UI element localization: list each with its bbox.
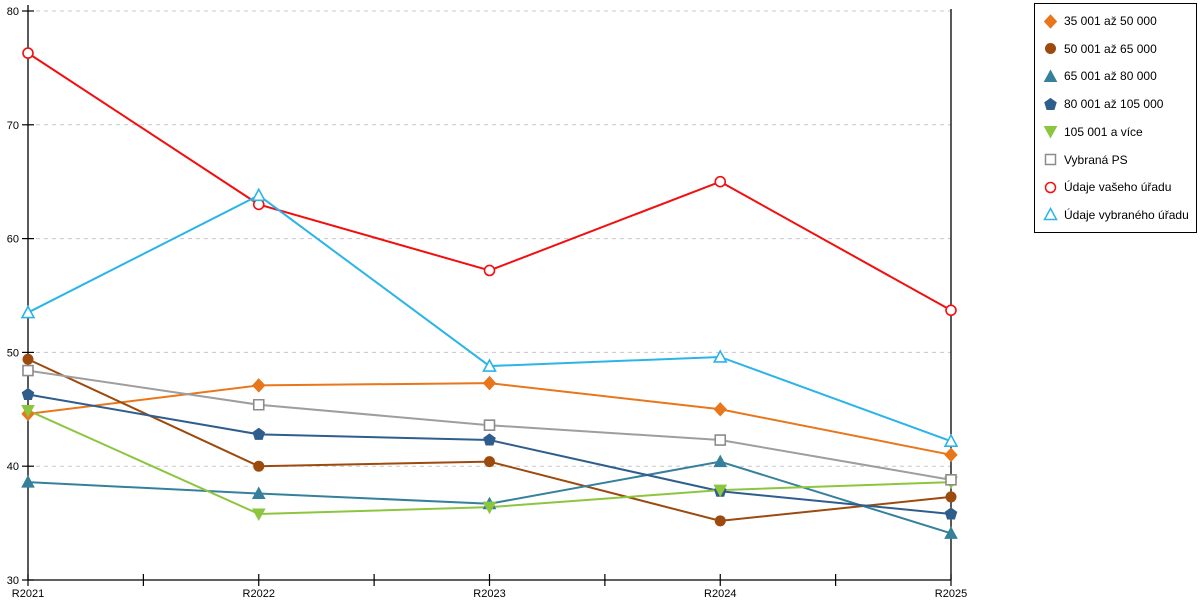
legend-label: 65 001 až 80 000 (1064, 69, 1157, 84)
legend-item-0[interactable]: 35 001 až 50 000 (1043, 13, 1188, 29)
data-point-marker-triangle-up[interactable] (251, 187, 267, 202)
series-line-3 (27, 393, 952, 515)
data-point-marker-diamond[interactable] (482, 375, 497, 391)
legend-label: 50 001 až 65 000 (1064, 41, 1157, 56)
legend-label: Údaje vybraného úřadu (1064, 207, 1189, 222)
data-point-marker-diamond[interactable] (713, 402, 727, 417)
data-point-marker-circle[interactable] (945, 491, 957, 503)
data-point-marker-pentagon[interactable] (1044, 97, 1057, 110)
data-point-marker-circle[interactable] (253, 460, 265, 472)
y-axis-tick-label: 70 (7, 120, 19, 132)
legend-label: 105 001 a více (1064, 124, 1143, 139)
data-point-marker-circle[interactable] (1045, 43, 1056, 55)
data-point-marker-square[interactable] (22, 364, 34, 377)
data-point-marker-pentagon[interactable] (252, 427, 266, 440)
data-point-marker-triangle-up[interactable] (1043, 69, 1058, 82)
legend-marker-circle-icon (1044, 181, 1057, 193)
data-point-marker-pentagon[interactable] (483, 433, 496, 446)
data-point-marker-pentagon[interactable] (21, 387, 35, 401)
data-points (20, 47, 959, 539)
data-point-marker-pentagon[interactable] (944, 507, 958, 520)
y-axis-tick-label: 50 (7, 347, 19, 359)
legend-label: Údaje vašeho úřadu (1064, 180, 1172, 195)
data-point-marker-triangle-down[interactable] (713, 484, 728, 498)
data-point-marker-circle[interactable] (714, 175, 727, 188)
data-point-marker-circle[interactable] (22, 47, 34, 59)
data-point-marker-triangle-down[interactable] (21, 404, 35, 418)
legend-item-2[interactable]: 65 001 až 80 000 (1043, 68, 1188, 84)
data-point-marker-circle[interactable] (714, 515, 726, 527)
y-axis-tick-label: 80 (7, 6, 19, 18)
data-point-marker-diamond[interactable] (252, 378, 266, 393)
x-axis-tick-label: R2023 (473, 588, 505, 600)
data-point-marker-square[interactable] (252, 398, 265, 411)
y-axis-tick-label: 30 (7, 575, 19, 587)
data-point-marker-square[interactable] (714, 434, 727, 446)
legend-marker-pentagon-icon (1044, 97, 1057, 110)
legend-label: Vybraná PS (1064, 152, 1128, 167)
legend-item-6[interactable]: Údaje vašeho úřadu (1043, 179, 1188, 195)
legend-item-1[interactable]: 50 001 až 65 000 (1043, 41, 1188, 57)
legend-marker-triangle-down-icon (1043, 126, 1058, 139)
data-point-marker-triangle-up[interactable] (21, 475, 35, 488)
data-point-marker-circle[interactable] (484, 456, 495, 468)
legend-marker-triangle-up-icon (1043, 207, 1058, 221)
data-point-marker-square[interactable] (1044, 153, 1057, 166)
y-axis-tick-label: 60 (7, 234, 19, 246)
data-point-marker-triangle-up[interactable] (943, 433, 959, 447)
legend-marker-circle-icon (1045, 43, 1056, 55)
data-point-marker-triangle-down[interactable] (251, 508, 266, 522)
data-point-marker-triangle-up[interactable] (20, 304, 36, 319)
data-point-marker-diamond[interactable] (944, 447, 958, 463)
data-point-marker-diamond[interactable] (1043, 13, 1058, 29)
chart-canvas: 30 40 50 60 70 80 R2021 R2022 R2023 R2024 R2025 (7, 5, 967, 600)
legend-label: 35 001 až 50 000 (1064, 14, 1157, 28)
y-axis-tick-label: 40 (7, 461, 19, 473)
legend-item-4[interactable]: 105 001 a více (1043, 124, 1188, 140)
legend-item-7[interactable]: Údaje vybraného úřadu (1043, 207, 1189, 223)
data-point-marker-triangle-up[interactable] (251, 486, 266, 500)
data-point-marker-triangle-up[interactable] (944, 526, 958, 539)
legend-marker-triangle-up-icon (1043, 69, 1058, 82)
gridlines (28, 10, 951, 467)
data-point-marker-triangle-up[interactable] (482, 358, 497, 372)
axis-labels: 30 40 50 60 70 80 R2021 R2022 R2023 R2024 R2025 (7, 6, 967, 600)
axes (22, 5, 952, 586)
x-axis-tick-label: R2024 (704, 588, 736, 600)
data-point-marker-circle[interactable] (22, 353, 34, 365)
data-point-marker-circle[interactable] (945, 304, 957, 317)
legend-label: 80 001 až 105 000 (1064, 97, 1164, 112)
data-point-marker-triangle-up[interactable] (1043, 207, 1058, 221)
data-point-marker-triangle-down[interactable] (482, 501, 497, 515)
data-point-marker-circle[interactable] (483, 264, 496, 277)
legend-item-3[interactable]: 80 001 až 105 000 (1043, 96, 1188, 112)
legend-item-5[interactable]: Vybraná PS (1043, 152, 1188, 168)
data-point-marker-square[interactable] (483, 419, 496, 432)
legend-box: 35 001 až 50 000 50 001 až 65 000 65 001 a… (1034, 3, 1197, 233)
data-point-marker-circle[interactable] (1044, 181, 1057, 193)
x-axis-tick-label: R2025 (935, 588, 967, 600)
data-point-marker-triangle-up[interactable] (712, 349, 728, 363)
data-point-marker-triangle-down[interactable] (1043, 126, 1058, 139)
x-axis-tick-label: R2022 (243, 588, 275, 600)
legend-marker-square-icon (1044, 153, 1057, 166)
data-point-marker-square[interactable] (945, 474, 957, 486)
data-point-marker-triangle-up[interactable] (713, 454, 728, 468)
legend-marker-diamond-icon (1043, 13, 1058, 29)
x-axis-tick-label: R2021 (12, 588, 44, 600)
